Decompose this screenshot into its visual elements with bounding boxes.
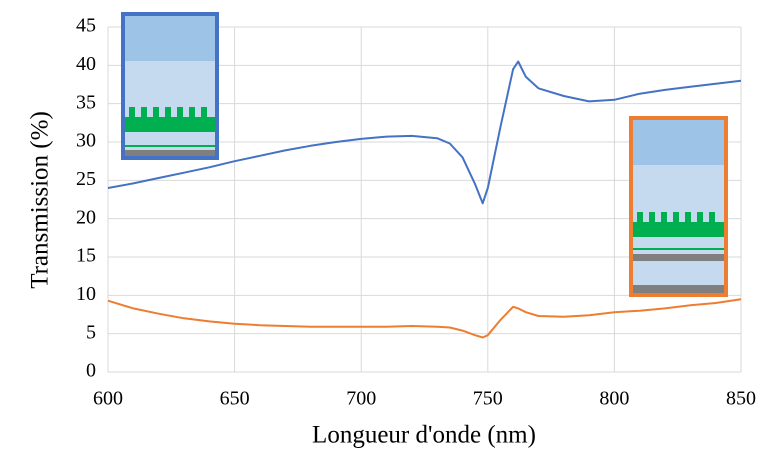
inset-orange — [629, 116, 728, 297]
y-tick-label: 10 — [76, 283, 96, 305]
x-tick-label: 750 — [473, 388, 503, 410]
line-series — [107, 60, 742, 205]
x-tick-label: 650 — [220, 388, 250, 410]
x-tick-label: 600 — [93, 388, 123, 410]
y-tick-label: 20 — [76, 206, 96, 228]
y-axis-label: Transmission (%) — [27, 111, 54, 289]
y-tick-label: 30 — [76, 130, 96, 152]
y-tick-label: 45 — [76, 15, 96, 37]
inset-blue — [121, 12, 219, 160]
x-axis-label: Longueur d'onde (nm) — [312, 422, 536, 449]
y-tick-label: 0 — [86, 360, 96, 382]
y-tick-label: 25 — [76, 168, 96, 190]
y-tick-label: 40 — [76, 53, 96, 75]
x-tick-label: 850 — [726, 388, 756, 410]
y-tick-label: 35 — [76, 91, 96, 113]
lines — [107, 60, 742, 339]
y-tick-label: 5 — [86, 321, 96, 343]
y-tick-label: 15 — [76, 245, 96, 267]
x-tick-label: 800 — [599, 388, 629, 410]
line-series — [107, 298, 742, 339]
x-tick-label: 700 — [346, 388, 376, 410]
